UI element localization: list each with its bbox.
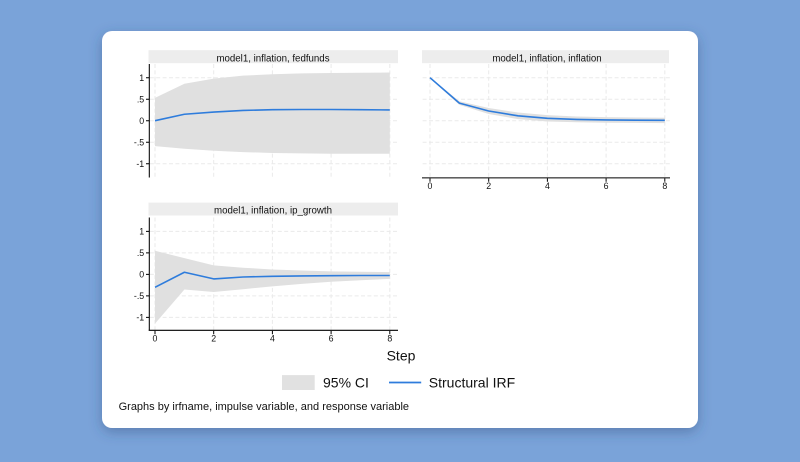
svg-text:-1: -1 <box>136 159 144 169</box>
svg-text:8: 8 <box>662 181 667 191</box>
svg-text:4: 4 <box>545 181 550 191</box>
svg-text:0: 0 <box>428 181 433 191</box>
svg-text:8: 8 <box>387 333 392 343</box>
svg-text:2: 2 <box>486 181 491 191</box>
svg-text:Graphs by irfname, impulse var: Graphs by irfname, impulse variable, and… <box>119 401 409 413</box>
svg-text:.5: .5 <box>137 248 144 258</box>
svg-text:-.5: -.5 <box>134 137 144 147</box>
svg-text:model1, inflation, fedfunds: model1, inflation, fedfunds <box>216 53 329 64</box>
svg-text:-1: -1 <box>136 313 144 323</box>
svg-text:Structural IRF: Structural IRF <box>429 374 515 390</box>
svg-text:6: 6 <box>604 181 609 191</box>
svg-text:model1, inflation, ip_growth: model1, inflation, ip_growth <box>214 205 332 216</box>
svg-text:1: 1 <box>139 227 144 237</box>
svg-text:2: 2 <box>211 333 216 343</box>
svg-text:4: 4 <box>270 333 275 343</box>
svg-text:1: 1 <box>139 73 144 83</box>
svg-text:-.5: -.5 <box>134 291 144 301</box>
svg-text:0: 0 <box>153 333 158 343</box>
svg-text:Step: Step <box>387 347 416 363</box>
svg-text:95% CI: 95% CI <box>323 374 369 390</box>
svg-text:6: 6 <box>329 333 334 343</box>
svg-text:0: 0 <box>139 270 144 280</box>
svg-text:0: 0 <box>139 116 144 126</box>
svg-text:model1, inflation, inflation: model1, inflation, inflation <box>492 53 601 64</box>
svg-text:.5: .5 <box>137 94 144 104</box>
